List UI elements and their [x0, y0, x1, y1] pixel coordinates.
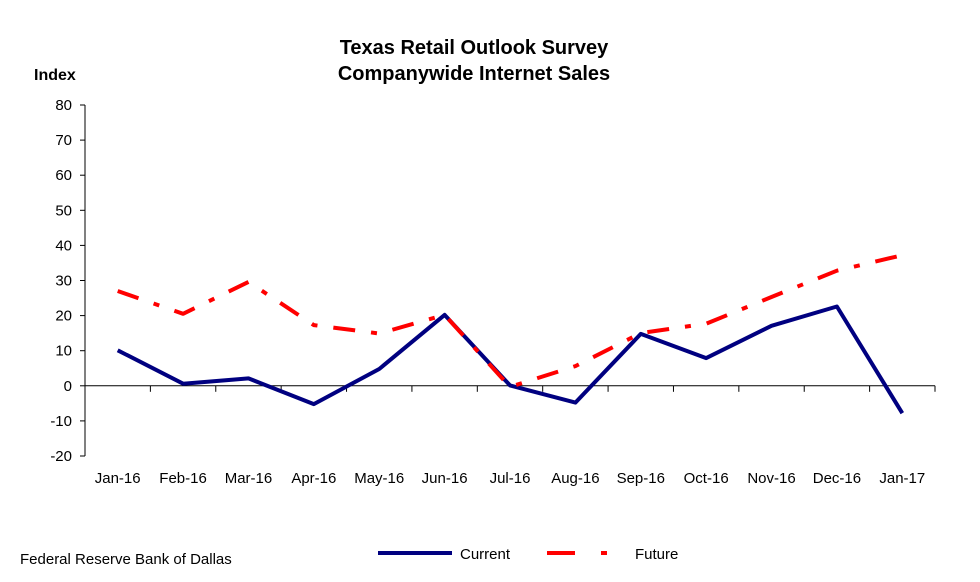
x-tick-label: Apr-16 [291, 470, 336, 487]
x-tick-label: Jun-16 [422, 470, 468, 487]
y-tick-label: 70 [55, 132, 72, 149]
x-tick-label: Nov-16 [747, 470, 795, 487]
series-line-current [116, 304, 905, 415]
legend-future-label: Future [635, 546, 678, 563]
x-tick-label: Dec-16 [813, 470, 861, 487]
y-axis-label: Index [34, 67, 76, 84]
series-lines [116, 253, 905, 415]
legend: Current Future [378, 546, 678, 563]
x-tick-label: Mar-16 [225, 470, 273, 487]
y-tick-label: 80 [55, 97, 72, 114]
y-tick-label: 50 [55, 202, 72, 219]
y-tick-labels: -20 -10 0 10 20 30 40 50 60 70 80 [50, 97, 72, 465]
source-note: Federal Reserve Bank of Dallas [20, 551, 232, 568]
x-tick-label: May-16 [354, 470, 404, 487]
y-tick-label: 40 [55, 237, 72, 254]
x-tick-labels: Jan-16 Feb-16 Mar-16 Apr-16 May-16 Jun-16 Jul-… [95, 470, 925, 487]
x-tick-label: Feb-16 [159, 470, 207, 487]
x-tick-label: Aug-16 [551, 470, 599, 487]
axes [80, 104, 936, 457]
x-tick-label: Sep-16 [617, 470, 665, 487]
chart-title: Texas Retail Outlook Survey [340, 37, 609, 59]
x-tick-label: Jan-16 [95, 470, 141, 487]
x-tick-label: Jul-16 [490, 470, 531, 487]
y-tick-label: -10 [50, 413, 72, 430]
x-tick-label: Oct-16 [684, 470, 729, 487]
y-tick-label: 20 [55, 308, 72, 325]
y-tick-label: 0 [64, 378, 72, 395]
legend-current-label: Current [460, 546, 511, 563]
chart-subtitle: Companywide Internet Sales [338, 63, 610, 85]
series-line-future [117, 253, 903, 389]
y-tick-label: 30 [55, 273, 72, 290]
y-tick-label: 10 [55, 343, 72, 360]
y-tick-label: -20 [50, 448, 72, 465]
y-tick-label: 60 [55, 167, 72, 184]
x-tick-label: Jan-17 [879, 470, 925, 487]
